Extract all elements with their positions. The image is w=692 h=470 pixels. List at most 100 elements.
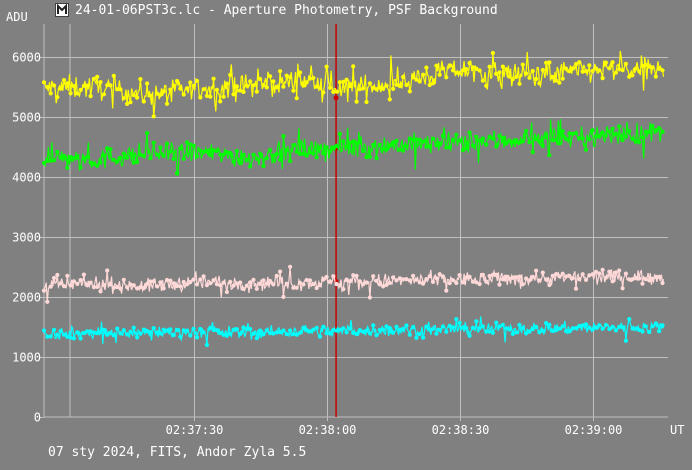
data-point bbox=[560, 271, 565, 276]
data-point bbox=[401, 326, 406, 331]
data-point bbox=[444, 329, 449, 334]
data-point bbox=[131, 283, 136, 288]
data-point bbox=[337, 80, 342, 85]
data-point bbox=[357, 140, 362, 145]
data-point bbox=[567, 273, 572, 278]
data-point bbox=[98, 160, 103, 165]
data-point bbox=[597, 68, 602, 73]
data-point bbox=[304, 153, 309, 158]
data-point bbox=[331, 274, 336, 279]
data-point bbox=[314, 84, 319, 89]
data-point bbox=[583, 277, 589, 282]
data-point bbox=[630, 137, 635, 142]
data-point bbox=[457, 70, 462, 75]
data-point bbox=[307, 76, 313, 81]
data-point bbox=[391, 330, 396, 335]
data-point bbox=[51, 275, 57, 281]
data-point bbox=[487, 64, 492, 69]
data-point bbox=[105, 146, 110, 151]
data-point bbox=[480, 324, 485, 329]
data-point bbox=[281, 134, 286, 139]
data-point bbox=[304, 277, 309, 283]
data-point bbox=[131, 325, 136, 330]
data-point bbox=[514, 74, 519, 79]
data-point bbox=[164, 101, 170, 106]
data-point bbox=[231, 283, 236, 288]
data-point bbox=[623, 338, 629, 343]
data-point bbox=[537, 278, 542, 283]
series-4 bbox=[41, 316, 665, 347]
data-point bbox=[138, 152, 143, 157]
data-point bbox=[590, 327, 595, 332]
window-title: 24-01-06PST3c.lc - Aperture Photometry, … bbox=[75, 3, 498, 18]
data-point bbox=[583, 69, 589, 74]
data-point bbox=[118, 87, 123, 92]
data-point bbox=[171, 156, 176, 161]
data-point bbox=[314, 155, 319, 160]
data-point bbox=[427, 327, 432, 332]
data-point bbox=[637, 140, 642, 145]
data-point bbox=[643, 62, 648, 67]
data-point bbox=[211, 327, 216, 333]
data-point bbox=[517, 274, 522, 279]
time-marker[interactable] bbox=[333, 24, 339, 417]
data-point bbox=[610, 324, 615, 329]
data-point bbox=[404, 82, 409, 88]
data-point bbox=[45, 334, 50, 339]
data-point bbox=[477, 326, 482, 331]
data-point bbox=[437, 272, 442, 277]
x-tick-label: 02:37:30 bbox=[166, 423, 224, 437]
data-point bbox=[421, 139, 426, 144]
data-point bbox=[487, 134, 492, 139]
data-point bbox=[204, 283, 209, 288]
data-point bbox=[357, 87, 362, 92]
data-point bbox=[600, 76, 605, 81]
data-point bbox=[297, 151, 303, 156]
data-point bbox=[314, 285, 319, 291]
data-point bbox=[580, 69, 585, 74]
data-point bbox=[563, 66, 569, 71]
data-point bbox=[587, 63, 592, 68]
data-point bbox=[145, 329, 150, 334]
data-point bbox=[640, 63, 645, 68]
data-point bbox=[327, 331, 333, 336]
data-point bbox=[271, 282, 276, 287]
data-point bbox=[284, 148, 289, 153]
data-point bbox=[291, 143, 296, 148]
photometry-app-icon[interactable] bbox=[55, 3, 69, 17]
data-point bbox=[168, 87, 173, 92]
data-point bbox=[98, 80, 103, 85]
data-point bbox=[178, 86, 183, 91]
data-point bbox=[317, 145, 323, 150]
data-point bbox=[384, 147, 389, 152]
data-point bbox=[374, 278, 379, 283]
data-point bbox=[278, 269, 283, 274]
data-point bbox=[118, 155, 123, 160]
data-point bbox=[234, 84, 239, 89]
data-point bbox=[480, 78, 485, 83]
data-point bbox=[500, 64, 505, 69]
data-point bbox=[464, 326, 469, 331]
data-point bbox=[288, 264, 293, 269]
data-point bbox=[643, 324, 648, 329]
data-point bbox=[135, 286, 140, 291]
data-point bbox=[633, 276, 639, 281]
data-point bbox=[377, 282, 382, 287]
data-point bbox=[238, 280, 243, 285]
data-point bbox=[430, 81, 436, 86]
data-point bbox=[613, 131, 619, 136]
data-point bbox=[430, 279, 436, 284]
data-point bbox=[171, 83, 176, 88]
data-point bbox=[550, 74, 555, 80]
data-point bbox=[65, 81, 70, 86]
data-point bbox=[118, 286, 123, 291]
data-point bbox=[520, 282, 525, 287]
data-point bbox=[48, 334, 53, 339]
data-point bbox=[371, 274, 376, 279]
data-point bbox=[593, 66, 599, 71]
data-point bbox=[251, 152, 256, 157]
data-point bbox=[324, 64, 329, 69]
data-point bbox=[540, 67, 545, 73]
data-point bbox=[517, 81, 522, 86]
